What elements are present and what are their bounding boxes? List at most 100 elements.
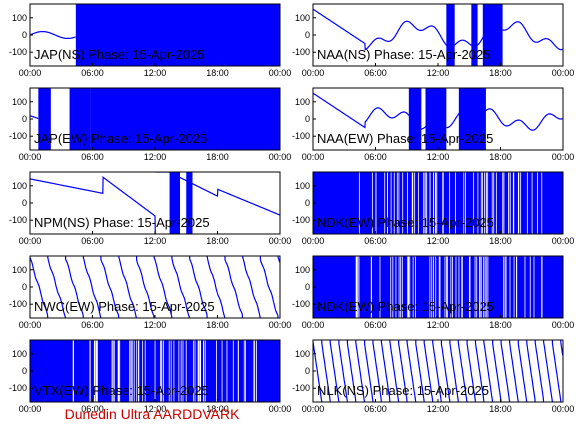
x-tick-label: 12:00 (144, 404, 167, 414)
gap-line (256, 340, 257, 402)
x-tick-label: 06:00 (81, 68, 104, 78)
gap-line (485, 256, 487, 318)
x-tick-label: 06:00 (81, 236, 104, 246)
dense-band (313, 256, 563, 318)
phase-trace (30, 256, 280, 318)
x-tick-label: 18:00 (206, 236, 229, 246)
gap-line (438, 256, 440, 318)
gap-line (469, 256, 471, 318)
x-tick-label: 00:00 (302, 404, 325, 414)
gap-line (442, 172, 444, 234)
gap-line (439, 256, 441, 318)
gap-line (407, 172, 408, 234)
gap-line (182, 340, 184, 402)
gap-line (129, 340, 131, 402)
gap-line (480, 256, 482, 318)
gap-line (390, 172, 392, 234)
trace-group (313, 172, 563, 234)
dense-band (169, 172, 180, 234)
footer-label: Dunedin Ultra AARDDVARK (65, 406, 240, 422)
phase-trace (30, 31, 76, 39)
gap-line (487, 172, 489, 234)
x-tick-label: 06:00 (81, 404, 104, 414)
gap-line (112, 340, 114, 402)
gap-line (461, 256, 463, 318)
gap-line (450, 256, 452, 318)
gap-line (216, 340, 217, 402)
gap-line (444, 256, 446, 318)
gap-line (390, 256, 392, 318)
gap-line (426, 172, 428, 234)
gap-line (512, 172, 514, 234)
gap-line (72, 340, 74, 402)
y-tick-label: 100 (12, 181, 27, 191)
gap-line (487, 256, 489, 318)
y-tick-label: 0 (305, 366, 310, 376)
trace-group (30, 256, 280, 318)
gap-line (485, 172, 487, 234)
gap-line (414, 172, 416, 234)
gap-line (398, 256, 400, 318)
gap-line (513, 172, 515, 234)
gap-line (133, 340, 135, 402)
gap-line (509, 256, 511, 318)
y-tick-label: -100 (292, 131, 310, 141)
phase-trace (313, 92, 563, 131)
gap-line (154, 340, 156, 402)
x-tick-label: 12:00 (427, 68, 450, 78)
panel-title: NDK(EW) Phase: 15-Apr-2025 (317, 299, 494, 314)
gap-line (423, 172, 425, 234)
gap-line (484, 172, 486, 234)
dense-band (408, 88, 422, 150)
gap-line (480, 172, 482, 234)
gap-line (435, 172, 437, 234)
dense-band (482, 4, 503, 66)
x-tick-label: 18:00 (489, 68, 512, 78)
x-tick-label: 18:00 (206, 320, 229, 330)
panel-5: 100 0 -100 00:00 06:00 12:00 18:00 00:00 NPM(NS)… (9, 171, 291, 246)
panel-1: 100 0 -100 00:00 06:00 12:00 18:00 00:00 JAP(NS)… (9, 3, 291, 78)
gap-line (113, 340, 115, 402)
gap-line (408, 256, 410, 318)
gap-line (526, 172, 528, 234)
gap-line (473, 172, 475, 234)
gap-line (136, 340, 138, 402)
gap-line (516, 256, 517, 318)
gap-line (509, 172, 511, 234)
gap-line (429, 256, 431, 318)
gap-line (415, 256, 416, 318)
gap-line (392, 256, 394, 318)
x-tick-label: 00:00 (19, 236, 42, 246)
gap-line (529, 256, 531, 318)
panel-2: 100 0 -100 00:00 06:00 12:00 18:00 00:00 NAA(NS)… (292, 3, 574, 78)
y-tick-label: 100 (12, 349, 27, 359)
gap-line (412, 256, 414, 318)
gap-line (479, 256, 480, 318)
panel-title: VTX(EW) Phase: 15-Apr-2025 (34, 383, 209, 398)
gap-line (518, 172, 520, 234)
gap-line (447, 256, 448, 318)
gap-line (411, 172, 413, 234)
gap-line (379, 256, 381, 318)
y-tick-label: 100 (295, 97, 310, 107)
gap-line (111, 340, 113, 402)
y-tick-label: 100 (12, 265, 27, 275)
x-tick-label: 18:00 (206, 404, 229, 414)
trace-group (30, 172, 280, 234)
x-tick-label: 12:00 (144, 320, 167, 330)
x-tick-label: 18:00 (489, 404, 512, 414)
gap-line (97, 340, 98, 402)
gap-line (493, 172, 495, 234)
gap-line (508, 172, 510, 234)
panel-title: NPM(NS) Phase: 15-Apr-2025 (34, 215, 210, 230)
gap-line (168, 340, 170, 402)
panel-4: 100 0 -100 00:00 06:00 12:00 18:00 00:00 NAA(EW)… (292, 87, 574, 162)
panel-title: NDK(EW) Phase: 15-Apr-2025 (317, 215, 494, 230)
gap-line (463, 172, 465, 234)
gap-line (237, 340, 239, 402)
dense-band (458, 88, 486, 150)
gap-line (502, 172, 504, 234)
panel-7: 100 0 -100 00:00 06:00 12:00 18:00 00:00 NWC(EW)… (9, 255, 291, 330)
x-tick-label: 06:00 (364, 68, 387, 78)
gap-line (253, 340, 255, 402)
